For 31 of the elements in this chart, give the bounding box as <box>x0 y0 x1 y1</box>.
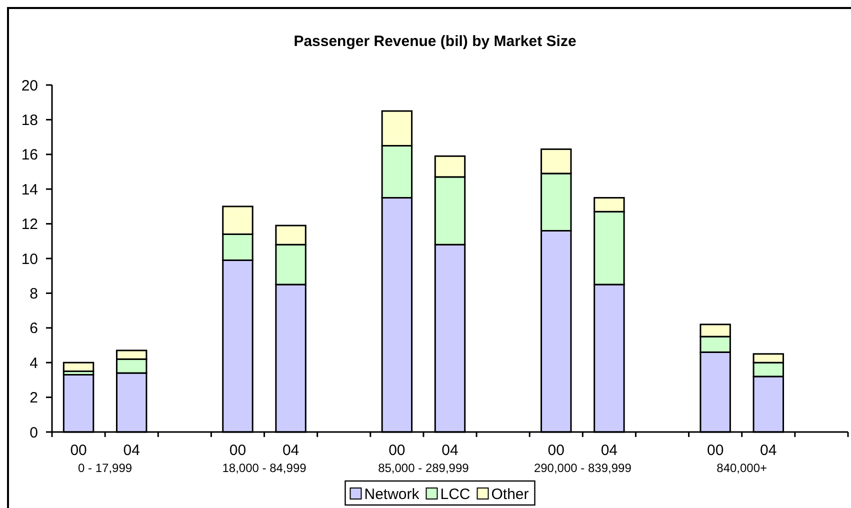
y-tick-label: 14 <box>21 181 38 198</box>
text: 18,000 - 84,999 <box>222 461 307 475</box>
x-tick-label: 04 <box>442 442 458 459</box>
x-tick-label: 04 <box>123 442 140 459</box>
y-tick-label: 6 <box>30 320 38 338</box>
text: 290,000 - 839,999 <box>534 461 632 475</box>
text: 840,000+ <box>716 461 768 475</box>
legend-label: Other <box>491 486 529 503</box>
x-tick-label: 04 <box>282 442 300 459</box>
text: 0 - 17,999 <box>78 461 132 475</box>
y-tick-label: 12 <box>21 216 38 234</box>
y-tick-label: 2 <box>30 390 38 407</box>
y-tick-label: 20 <box>21 77 38 94</box>
chart-title: Passenger Revenue (bil) by Market Size <box>294 33 576 50</box>
y-tick-label: 10 <box>21 250 38 268</box>
x-tick-label: 00 <box>548 442 564 459</box>
bar <box>62 362 94 372</box>
y-tick-label: 0 <box>30 424 38 442</box>
x-tick-label: 04 <box>600 442 618 459</box>
x-tick-label: 00 <box>229 442 246 459</box>
y-tick-label: 4 <box>30 354 38 372</box>
x-tick-label: 00 <box>70 442 87 459</box>
text: 85,000 - 289,999 <box>378 461 470 475</box>
y-tick-label: 18 <box>21 112 38 129</box>
x-tick-label: 04 <box>760 442 777 459</box>
y-tick-label: 8 <box>30 285 38 302</box>
x-tick-label: 00 <box>706 442 724 459</box>
legend-label: LCC <box>440 486 470 503</box>
legend-label: Network <box>364 486 420 503</box>
x-tick-label: 00 <box>388 442 406 459</box>
y-tick-label: 16 <box>21 146 38 164</box>
